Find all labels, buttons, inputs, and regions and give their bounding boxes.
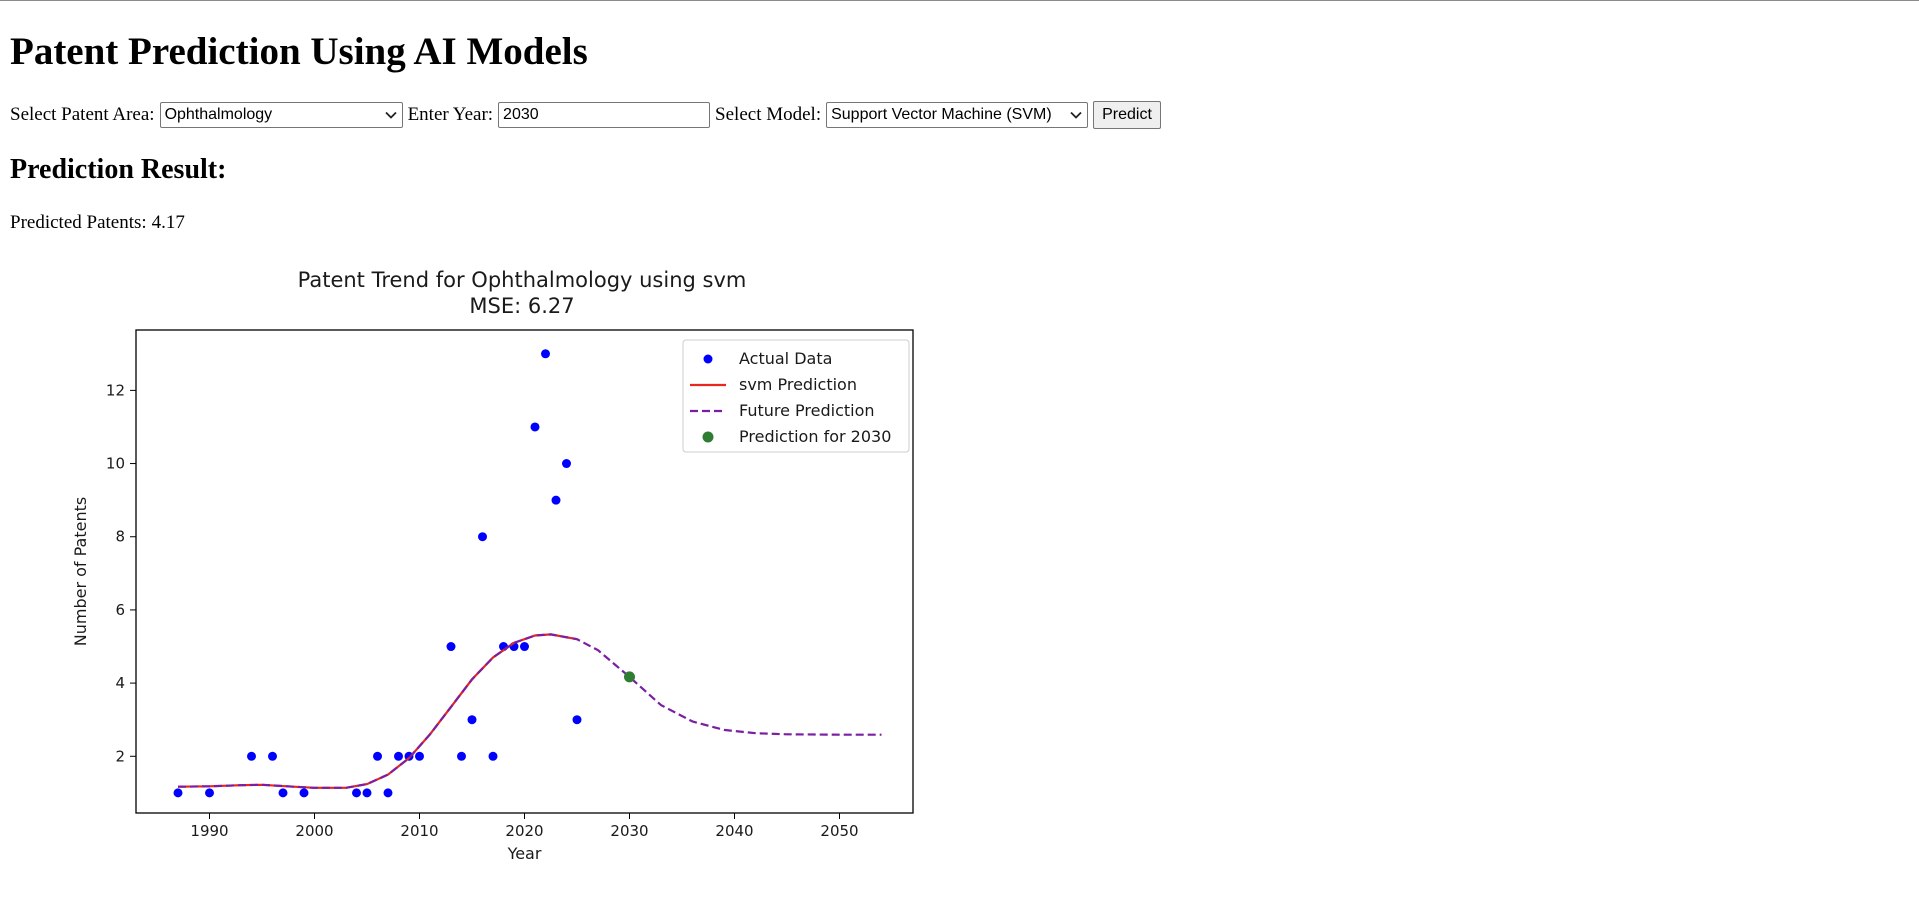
actual-data-point — [541, 349, 550, 358]
model-value: Support Vector Machine (SVM) — [831, 106, 1052, 124]
y-tick-label: 2 — [115, 747, 125, 765]
legend-label-actual-data: Actual Data — [739, 349, 832, 368]
prediction-for-2030-points — [624, 671, 635, 682]
actual-data-point — [415, 752, 424, 761]
patent-area-select[interactable]: Ophthalmology — [160, 102, 403, 128]
actual-data-point — [384, 788, 393, 797]
actual-data-point — [174, 788, 183, 797]
year-label: Enter Year: — [408, 104, 493, 126]
model-select[interactable]: Support Vector Machine (SVM) — [826, 102, 1088, 128]
actual-data-points — [174, 349, 582, 797]
future-prediction-line — [178, 634, 882, 787]
y-tick-label: 6 — [115, 601, 125, 619]
predict-button[interactable]: Predict — [1093, 101, 1161, 129]
y-tick-label: 10 — [106, 455, 125, 473]
legend-label-future-prediction: Future Prediction — [739, 401, 875, 420]
chart-title: Patent Trend for Ophthalmology using svm — [298, 268, 747, 292]
year-input-value: 2030 — [503, 106, 539, 124]
actual-data-point — [247, 752, 256, 761]
legend-marker-actual-data — [704, 355, 713, 364]
page-title: Patent Prediction Using AI Models — [10, 29, 588, 75]
actual-data-point — [394, 752, 403, 761]
x-tick-label: 2000 — [295, 822, 333, 840]
patent-trend-chart: Patent Trend for Ophthalmology using svm… — [10, 266, 1010, 881]
predicted-patents-text: Predicted Patents:4.17 — [10, 212, 185, 234]
y-tick-label: 8 — [115, 528, 125, 546]
chevron-down-icon — [1069, 108, 1083, 122]
actual-data-point — [552, 496, 561, 505]
actual-data-point — [457, 752, 466, 761]
chevron-down-icon — [384, 108, 398, 122]
top-border — [0, 0, 1919, 1]
x-axis-label: Year — [507, 844, 542, 863]
legend-marker-prediction-for-2030 — [703, 432, 714, 443]
x-tick-label: 2030 — [610, 822, 648, 840]
legend-label-prediction-for-2030: Prediction for 2030 — [739, 427, 891, 446]
predicted-patents-label: Predicted Patents: — [10, 212, 147, 233]
actual-data-point — [531, 422, 540, 431]
x-tick-label: 1990 — [190, 822, 228, 840]
actual-data-point — [363, 788, 372, 797]
actual-data-point — [373, 752, 382, 761]
predicted-patents-value: 4.17 — [152, 212, 185, 233]
result-heading: Prediction Result: — [10, 154, 226, 186]
patent-area-value: Ophthalmology — [165, 106, 273, 124]
chart-subtitle: MSE: 6.27 — [469, 294, 574, 318]
year-input[interactable]: 2030 — [498, 102, 710, 128]
chart-svg: Patent Trend for Ophthalmology using svm… — [10, 266, 1010, 881]
svm-prediction-line — [178, 634, 577, 787]
actual-data-point — [268, 752, 277, 761]
legend-label-svm-prediction: svm Prediction — [739, 375, 857, 394]
actual-data-point — [447, 642, 456, 651]
actual-data-point — [205, 788, 214, 797]
actual-data-point — [520, 642, 529, 651]
prediction-form: Select Patent Area: Ophthalmology Enter … — [10, 101, 1161, 129]
actual-data-point — [279, 788, 288, 797]
y-axis-label: Number of Patents — [71, 497, 90, 646]
actual-data-point — [478, 532, 487, 541]
actual-data-point — [573, 715, 582, 724]
x-tick-label: 2020 — [505, 822, 543, 840]
chart-legend: Actual Data svm Prediction Future Predicti… — [683, 340, 909, 452]
model-label: Select Model: — [715, 104, 821, 126]
actual-data-point — [562, 459, 571, 468]
actual-data-point — [300, 788, 309, 797]
actual-data-point — [352, 788, 361, 797]
x-tick-label: 2050 — [820, 822, 858, 840]
y-tick-label: 4 — [115, 674, 125, 692]
x-tick-label: 2010 — [400, 822, 438, 840]
y-tick-label: 12 — [106, 381, 125, 399]
prediction-for-2030-point — [624, 671, 635, 682]
actual-data-point — [468, 715, 477, 724]
x-tick-label: 2040 — [715, 822, 753, 840]
area-label: Select Patent Area: — [10, 104, 155, 126]
actual-data-point — [489, 752, 498, 761]
